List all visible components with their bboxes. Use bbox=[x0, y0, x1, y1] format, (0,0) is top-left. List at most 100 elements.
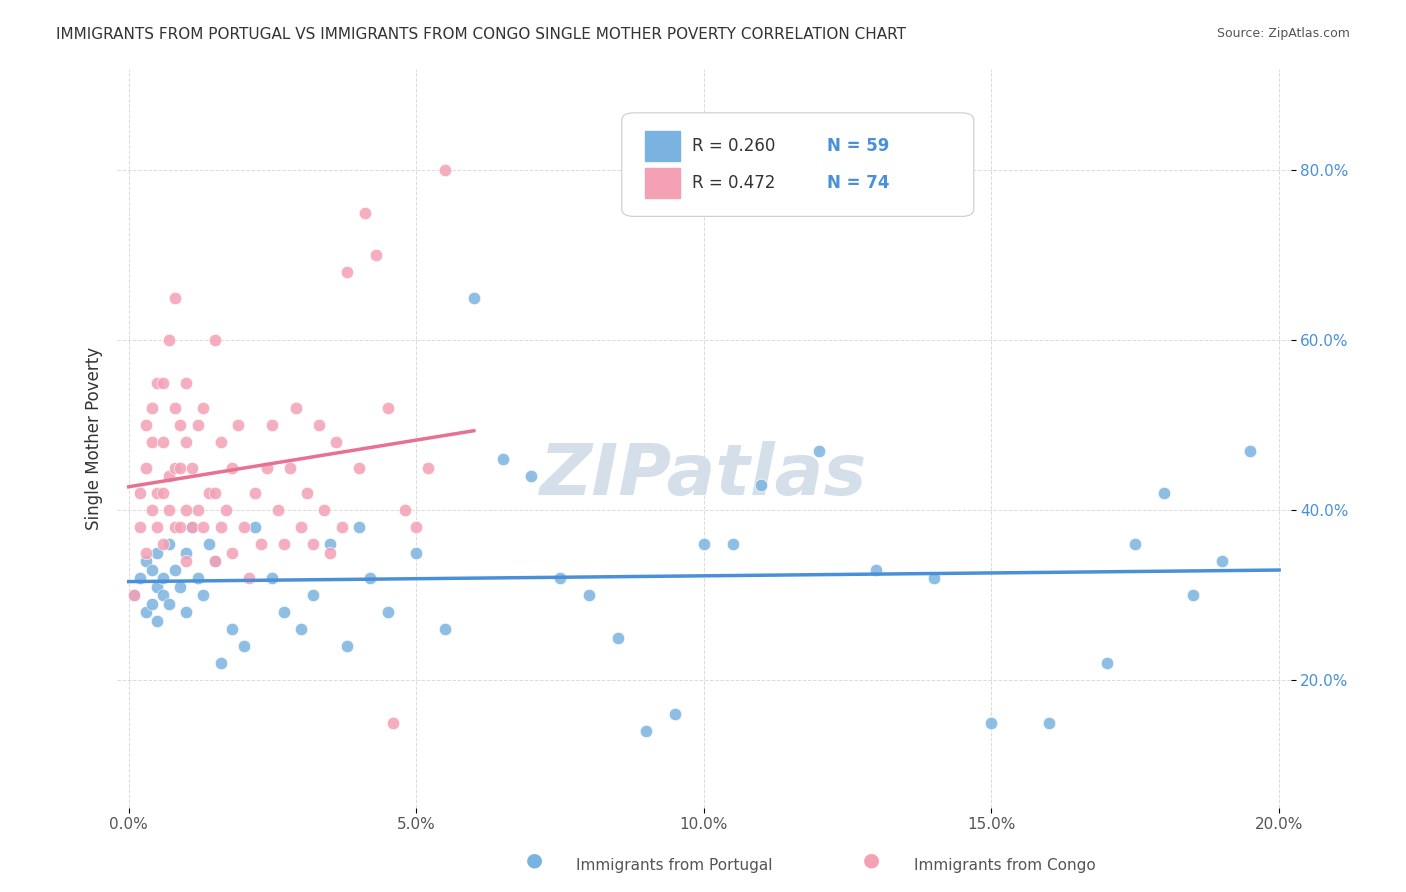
Point bbox=[221, 546, 243, 560]
Point bbox=[405, 520, 427, 534]
Point bbox=[284, 401, 307, 416]
Point bbox=[1038, 715, 1060, 730]
Point bbox=[181, 460, 204, 475]
Point bbox=[405, 546, 427, 560]
Point bbox=[262, 418, 284, 433]
Point bbox=[336, 265, 359, 279]
Text: ●: ● bbox=[526, 850, 543, 869]
Point bbox=[238, 571, 260, 585]
Point bbox=[278, 460, 301, 475]
Text: Immigrants from Congo: Immigrants from Congo bbox=[914, 858, 1095, 872]
Point bbox=[135, 546, 157, 560]
Point bbox=[434, 622, 457, 636]
Point bbox=[204, 334, 226, 348]
Point bbox=[193, 588, 215, 602]
Point bbox=[434, 163, 457, 178]
Point bbox=[232, 639, 254, 653]
Point bbox=[364, 248, 387, 262]
Point bbox=[169, 520, 191, 534]
Point bbox=[181, 520, 204, 534]
Point bbox=[169, 580, 191, 594]
Point bbox=[157, 469, 180, 483]
Point bbox=[319, 537, 342, 551]
Point bbox=[1095, 657, 1118, 671]
Point bbox=[232, 520, 254, 534]
Point bbox=[129, 520, 152, 534]
Point bbox=[187, 418, 209, 433]
Text: Source: ZipAtlas.com: Source: ZipAtlas.com bbox=[1216, 27, 1350, 40]
Point bbox=[204, 554, 226, 568]
Point bbox=[146, 486, 169, 500]
Point bbox=[135, 554, 157, 568]
Point bbox=[347, 520, 370, 534]
Point bbox=[141, 597, 163, 611]
Point bbox=[204, 486, 226, 500]
Point bbox=[301, 537, 323, 551]
Point bbox=[135, 460, 157, 475]
Point bbox=[157, 503, 180, 517]
Point bbox=[922, 571, 945, 585]
Point bbox=[245, 520, 267, 534]
Point bbox=[146, 376, 169, 390]
Point bbox=[141, 563, 163, 577]
Point bbox=[336, 639, 359, 653]
Point bbox=[193, 401, 215, 416]
Point bbox=[141, 435, 163, 450]
Text: ●: ● bbox=[863, 850, 880, 869]
Point bbox=[169, 418, 191, 433]
Point bbox=[209, 520, 232, 534]
Point bbox=[124, 588, 146, 602]
Point bbox=[308, 418, 330, 433]
Point bbox=[1211, 554, 1233, 568]
Point bbox=[157, 597, 180, 611]
Y-axis label: Single Mother Poverty: Single Mother Poverty bbox=[86, 346, 103, 530]
Text: R = 0.260: R = 0.260 bbox=[692, 137, 776, 155]
Point bbox=[187, 571, 209, 585]
Point bbox=[174, 554, 197, 568]
Point bbox=[141, 401, 163, 416]
Point bbox=[146, 520, 169, 534]
FancyBboxPatch shape bbox=[621, 113, 974, 217]
Point bbox=[245, 486, 267, 500]
Point bbox=[152, 376, 174, 390]
Point bbox=[221, 622, 243, 636]
Point bbox=[163, 401, 186, 416]
Point bbox=[330, 520, 353, 534]
Text: ZIPatlas: ZIPatlas bbox=[540, 441, 868, 509]
Point bbox=[353, 206, 375, 220]
Point bbox=[721, 537, 744, 551]
Point bbox=[198, 537, 221, 551]
Point bbox=[377, 401, 399, 416]
Point bbox=[204, 554, 226, 568]
Point bbox=[664, 707, 686, 722]
Point bbox=[146, 614, 169, 628]
Point bbox=[174, 503, 197, 517]
Point bbox=[636, 724, 658, 739]
Point bbox=[152, 537, 174, 551]
Text: N = 74: N = 74 bbox=[827, 174, 890, 192]
Point bbox=[181, 520, 204, 534]
Point bbox=[606, 631, 628, 645]
Point bbox=[221, 460, 243, 475]
Point bbox=[1181, 588, 1204, 602]
Point bbox=[520, 469, 543, 483]
Point bbox=[463, 291, 485, 305]
Point bbox=[209, 657, 232, 671]
Point bbox=[416, 460, 439, 475]
Point bbox=[129, 486, 152, 500]
Text: Immigrants from Portugal: Immigrants from Portugal bbox=[576, 858, 773, 872]
Point bbox=[1123, 537, 1146, 551]
Point bbox=[187, 503, 209, 517]
Point bbox=[129, 571, 152, 585]
Point bbox=[301, 588, 323, 602]
Point bbox=[262, 571, 284, 585]
Point bbox=[807, 443, 830, 458]
Point bbox=[152, 435, 174, 450]
Point bbox=[163, 291, 186, 305]
Point bbox=[163, 460, 186, 475]
Point bbox=[693, 537, 716, 551]
Point bbox=[135, 605, 157, 619]
Point bbox=[198, 486, 221, 500]
Point bbox=[295, 486, 318, 500]
Point bbox=[578, 588, 600, 602]
